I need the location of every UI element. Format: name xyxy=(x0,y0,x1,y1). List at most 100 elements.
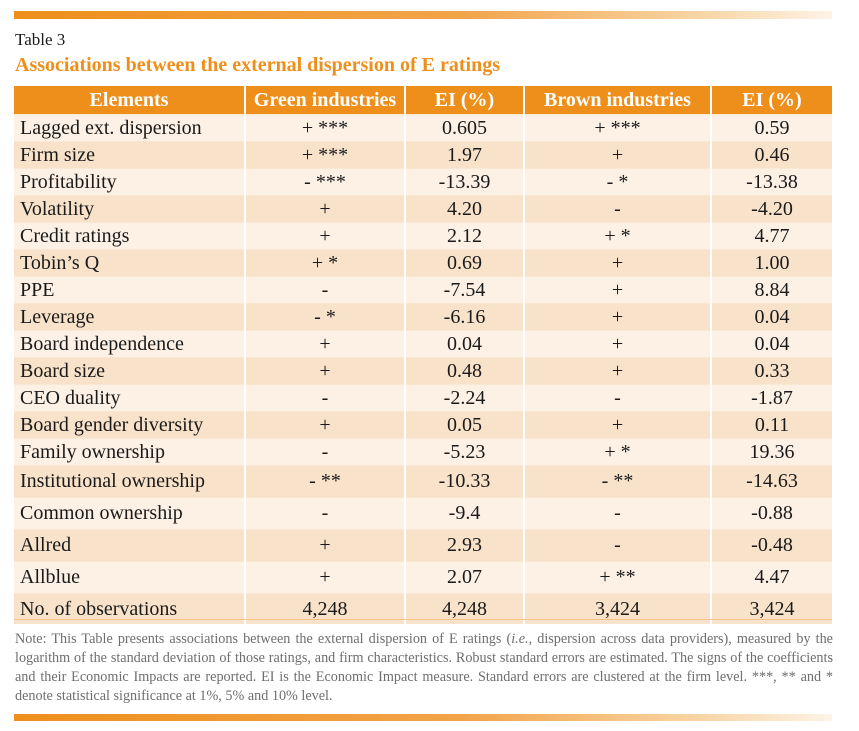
table-cell: + xyxy=(523,276,711,304)
table-cell: -13.38 xyxy=(710,168,832,196)
table-row: Institutional ownership - ** -10.33- ** -14… xyxy=(14,465,832,498)
table-cell: 8.84 xyxy=(710,276,832,304)
table-cell: 0.04 xyxy=(710,303,832,331)
table-cell: - xyxy=(523,497,711,530)
table-cell: -10.33 xyxy=(404,465,524,498)
table-cell: - xyxy=(244,276,405,304)
table-row: Leverage - * -6.16 +0.04 xyxy=(14,303,832,331)
table-row: CEO duality - -2.24- -1.87 xyxy=(14,384,832,412)
table-cell: + xyxy=(244,222,405,250)
results-table: Elements Green industries EI (%) Brown i… xyxy=(14,86,832,624)
table-cell: - * xyxy=(244,303,405,331)
table-cell: 2.07 xyxy=(404,561,524,594)
table-cell: 0.11 xyxy=(710,411,832,439)
note-abbreviation: i.e. xyxy=(511,631,529,647)
table-cell: + * xyxy=(523,438,711,466)
table-cell: 0.33 xyxy=(710,357,832,385)
table-row: Common ownership - -9.4- -0.88 xyxy=(14,497,832,530)
table-row: Credit ratings +2.12 + * 4.77 xyxy=(14,222,832,250)
table-cell: -2.24 xyxy=(404,384,524,412)
table-cell: + xyxy=(244,529,405,562)
row-label: Institutional ownership xyxy=(14,465,245,498)
table-cell: -6.16 xyxy=(404,303,524,331)
table-cell: 4,248 xyxy=(244,593,405,624)
row-label: Profitability xyxy=(14,168,245,196)
table-cell: - ** xyxy=(523,465,711,498)
row-label: Board independence xyxy=(14,330,245,358)
row-label: Firm size xyxy=(14,141,245,169)
table-cell: -5.23 xyxy=(404,438,524,466)
table-cell: - xyxy=(244,497,405,530)
table-cell: + xyxy=(523,141,711,169)
table-caption: Table 3 xyxy=(15,30,66,49)
row-label: Common ownership xyxy=(14,497,245,530)
table-row: Firm size + *** 1.97 +0.46 xyxy=(14,141,832,169)
table-cell: + ** xyxy=(523,561,711,594)
table-cell: + xyxy=(523,249,711,277)
note-text: , dispersion across data providers), mea… xyxy=(15,631,833,704)
table-cell: 2.93 xyxy=(404,529,524,562)
table-cell: -1.87 xyxy=(710,384,832,412)
column-header: Elements xyxy=(14,86,245,115)
table-cell: + *** xyxy=(244,141,405,169)
table-cell: - xyxy=(523,195,711,223)
table-row: Family ownership - -5.23 + * 19.36 xyxy=(14,438,832,466)
table-cell: + xyxy=(244,195,405,223)
table-row: Lagged ext. dispersion + *** 0.605 + *** 0.5… xyxy=(14,114,832,142)
table-title: Associations between the external disper… xyxy=(15,54,500,76)
table-row: Board gender diversity +0.05 +0.11 xyxy=(14,411,832,439)
table-cell: 3,424 xyxy=(523,593,711,624)
table-cell: 2.12 xyxy=(404,222,524,250)
table-cell: + xyxy=(523,357,711,385)
row-label: Allred xyxy=(14,529,245,562)
table-cell: 0.04 xyxy=(404,330,524,358)
table-cell: - xyxy=(523,529,711,562)
table-cell: 4.20 xyxy=(404,195,524,223)
column-header: Brown industries xyxy=(523,86,711,115)
column-header: Green industries xyxy=(244,86,405,115)
table-cell: + xyxy=(523,303,711,331)
table-row: PPE - -7.54 +8.84 xyxy=(14,276,832,304)
table-cell: + xyxy=(244,411,405,439)
table-cell: - xyxy=(244,438,405,466)
table-cell: 0.69 xyxy=(404,249,524,277)
table-cell: 3,424 xyxy=(710,593,832,624)
table-cell: -0.48 xyxy=(710,529,832,562)
table-cell: - ** xyxy=(244,465,405,498)
note-text: Note: This Table presents associations b… xyxy=(15,631,512,647)
table-cell: -13.39 xyxy=(404,168,524,196)
table-cell: 0.59 xyxy=(710,114,832,142)
table-row: Tobin’s Q + * 0.69 +1.00 xyxy=(14,249,832,277)
table-cell: 0.48 xyxy=(404,357,524,385)
table-cell: 19.36 xyxy=(710,438,832,466)
header-row: Elements Green industries EI (%) Brown i… xyxy=(14,86,832,115)
table-cell: + *** xyxy=(523,114,711,142)
row-label: Leverage xyxy=(14,303,245,331)
table-cell: -0.88 xyxy=(710,497,832,530)
table-cell: - *** xyxy=(244,168,405,196)
table-cell: -4.20 xyxy=(710,195,832,223)
table-cell: -9.4 xyxy=(404,497,524,530)
table-cell: -7.54 xyxy=(404,276,524,304)
row-label: Board size xyxy=(14,357,245,385)
top-accent-bar xyxy=(14,11,832,19)
table-row: Board size +0.48 +0.33 xyxy=(14,357,832,385)
row-label: Lagged ext. dispersion xyxy=(14,114,245,142)
table-cell: + * xyxy=(523,222,711,250)
table-cell: 4.47 xyxy=(710,561,832,594)
table-cell: + xyxy=(244,561,405,594)
table-cell: 1.97 xyxy=(404,141,524,169)
table-cell: + *** xyxy=(244,114,405,142)
table-row: Volatility +4.20- -4.20 xyxy=(14,195,832,223)
row-label: Allblue xyxy=(14,561,245,594)
table-note: Note: This Table presents associations b… xyxy=(15,630,833,706)
table-row: No. of observations 4,248 4,248 3,424 3,424 xyxy=(14,593,832,624)
table-row: Allblue +2.07 + ** 4.47 xyxy=(14,561,832,594)
table-cell: + xyxy=(244,330,405,358)
table-cell: - xyxy=(523,384,711,412)
table-cell: 4.77 xyxy=(710,222,832,250)
table-cell: - * xyxy=(523,168,711,196)
row-label: PPE xyxy=(14,276,245,304)
column-header: EI (%) xyxy=(710,86,832,115)
